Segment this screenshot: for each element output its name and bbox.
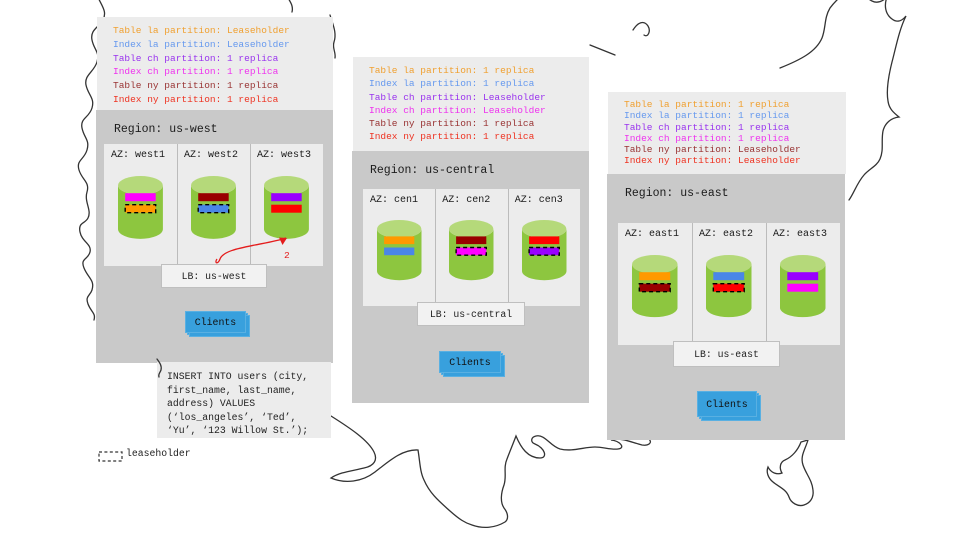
svg-text:2: 2 [284,250,290,261]
